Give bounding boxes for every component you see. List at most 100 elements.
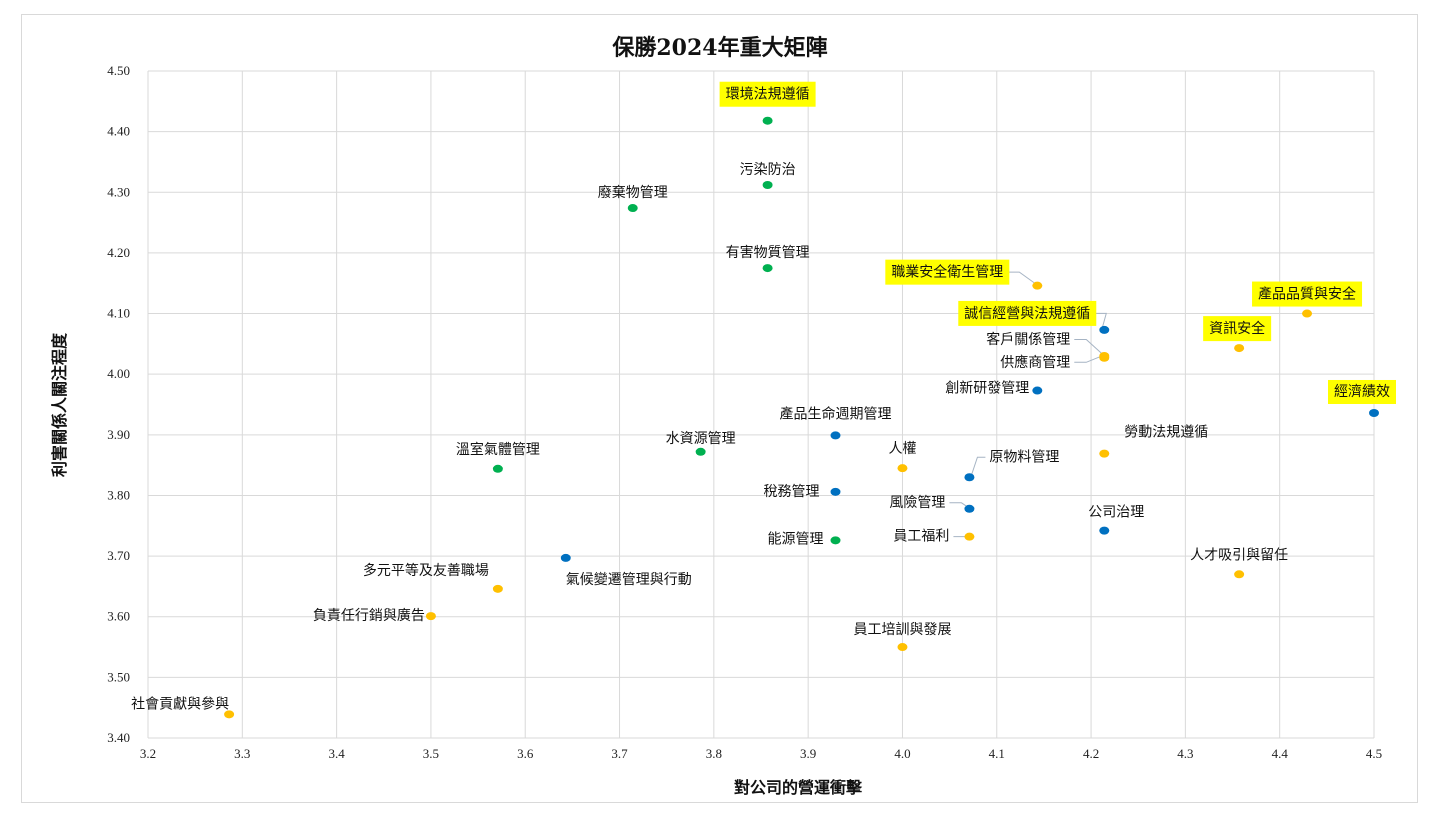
point-label: 員工福利 xyxy=(893,529,949,545)
data-point-social[interactable] xyxy=(1099,449,1110,458)
x-tick-label: 4.3 xyxy=(1177,746,1193,761)
data-point-environment[interactable] xyxy=(762,116,773,125)
data-point-environment[interactable] xyxy=(762,264,773,273)
y-tick-label: 4.20 xyxy=(107,245,130,260)
chart-frame: 3.2 3.3 3.4 3.5 3.6 3.7 3.8 3.9 4.0 4.1 4.2 4.3 4.4 4… xyxy=(21,14,1418,803)
point-label: 創新研發管理 xyxy=(945,381,1029,397)
x-tick-label: 4.4 xyxy=(1272,746,1289,761)
data-point-environment[interactable] xyxy=(627,204,638,213)
y-tick-label: 3.50 xyxy=(107,669,130,684)
x-tick-label: 4.5 xyxy=(1366,746,1382,761)
data-point-social[interactable] xyxy=(897,464,908,473)
x-tick-label: 3.7 xyxy=(611,746,628,761)
point-label: 產品生命週期管理 xyxy=(780,405,892,422)
x-tick-label: 3.4 xyxy=(328,746,345,761)
point-label: 產品品質與安全 xyxy=(1258,286,1356,303)
point-label: 客戶關係管理 xyxy=(986,331,1070,348)
point-label: 水資源管理 xyxy=(666,431,736,447)
data-point-governance[interactable] xyxy=(1099,526,1110,535)
point-label: 誠信經營與法規遵循 xyxy=(964,305,1090,322)
label-highlight xyxy=(1252,281,1363,307)
data-point-governance[interactable] xyxy=(1369,408,1379,417)
label-leader-line xyxy=(949,502,968,508)
y-tick-label: 4.00 xyxy=(107,366,130,381)
point-label: 人權 xyxy=(888,441,916,457)
label-highlight xyxy=(1328,379,1396,404)
data-point-environment[interactable] xyxy=(830,536,841,545)
x-tick-label: 3.6 xyxy=(517,746,534,761)
point-label: 稅務管理 xyxy=(764,484,820,500)
point-label: 負責任行銷與廣告 xyxy=(313,607,425,624)
data-point-governance[interactable] xyxy=(1032,386,1043,395)
data-point-environment[interactable] xyxy=(492,464,503,473)
label-leader-line xyxy=(970,456,986,476)
x-tick-label: 3.5 xyxy=(423,746,439,761)
x-tick-label: 3.9 xyxy=(800,746,816,761)
point-label: 環境法規遵循 xyxy=(726,86,810,103)
point-label: 員工培訓與發展 xyxy=(853,622,951,638)
data-point-social[interactable] xyxy=(425,612,436,621)
label-highlight xyxy=(885,259,1010,285)
point-label: 人才吸引與留任 xyxy=(1190,547,1288,563)
label-highlight xyxy=(958,300,1097,326)
data-point-governance[interactable] xyxy=(830,487,841,496)
x-tick-label: 3.3 xyxy=(234,746,250,761)
data-point-social[interactable] xyxy=(1032,281,1043,290)
chart-title: 保勝2024年重大矩陣 xyxy=(611,35,827,61)
label-highlight xyxy=(1203,316,1272,342)
x-tick-label: 3.8 xyxy=(706,746,722,761)
label-leader-line xyxy=(1007,271,1036,285)
y-tick-label: 4.10 xyxy=(107,306,130,321)
data-point-environment[interactable] xyxy=(762,180,773,189)
point-label: 資訊安全 xyxy=(1209,320,1265,337)
data-point-environment[interactable] xyxy=(695,447,706,456)
point-label: 職業安全衛生管理 xyxy=(891,264,1003,281)
data-point-social[interactable] xyxy=(897,643,908,652)
y-tick-label: 3.80 xyxy=(107,487,130,502)
point-label: 原物料管理 xyxy=(989,449,1059,465)
point-label: 能源管理 xyxy=(768,531,824,547)
data-point-governance[interactable] xyxy=(1099,325,1110,334)
point-label: 有害物質管理 xyxy=(726,245,810,261)
y-axis-title: 利害關係人關注程度 xyxy=(50,332,69,477)
data-point-social[interactable] xyxy=(1234,570,1245,579)
y-tick-label: 4.30 xyxy=(107,184,130,199)
y-tick-label: 3.70 xyxy=(107,548,130,563)
y-tick-label: 4.50 xyxy=(107,63,130,78)
x-tick-label: 4.1 xyxy=(989,746,1005,761)
x-tick-label: 4.0 xyxy=(894,746,910,761)
y-tick-label: 4.40 xyxy=(107,124,130,139)
label-leader-line xyxy=(1074,355,1103,363)
point-label: 多元平等及友善職場 xyxy=(363,562,489,579)
y-tick-label: 3.90 xyxy=(107,427,130,442)
point-label: 溫室氣體管理 xyxy=(456,441,540,458)
point-label: 廢棄物管理 xyxy=(598,184,668,201)
data-point-social[interactable] xyxy=(224,710,235,719)
point-label: 勞動法規遵循 xyxy=(1124,424,1208,441)
point-label: 經濟績效 xyxy=(1334,384,1390,400)
x-tick-label: 3.2 xyxy=(140,746,156,761)
x-tick-label: 4.2 xyxy=(1083,746,1099,761)
point-label: 社會貢獻與參與 xyxy=(131,696,229,712)
label-highlight xyxy=(719,81,816,107)
point-label: 風險管理 xyxy=(889,495,945,511)
label-leader-line xyxy=(1094,312,1107,329)
data-point-social[interactable] xyxy=(1099,353,1110,362)
data-point-social[interactable] xyxy=(964,532,975,541)
data-point-social[interactable] xyxy=(1302,309,1313,318)
materiality-scatter-chart: 3.2 3.3 3.4 3.5 3.6 3.7 3.8 3.9 4.0 4.1 4.2 4.3 4.4 4… xyxy=(50,35,1396,797)
point-label: 污染防治 xyxy=(740,162,796,178)
data-point-governance[interactable] xyxy=(964,504,975,513)
y-tick-label: 3.40 xyxy=(107,730,130,745)
data-point-governance[interactable] xyxy=(560,553,571,562)
point-label: 氣候變遷管理與行動 xyxy=(566,572,692,588)
data-point-social[interactable] xyxy=(1234,344,1245,353)
data-point-governance[interactable] xyxy=(964,473,975,482)
point-label: 供應商管理 xyxy=(1000,354,1070,371)
data-point-social[interactable] xyxy=(492,584,503,593)
y-tick-label: 3.60 xyxy=(107,609,130,624)
x-axis-title: 對公司的營運衝擊 xyxy=(734,778,863,797)
label-leader-line xyxy=(1074,338,1103,355)
data-point-governance[interactable] xyxy=(830,431,841,440)
point-label: 公司治理 xyxy=(1088,505,1144,521)
